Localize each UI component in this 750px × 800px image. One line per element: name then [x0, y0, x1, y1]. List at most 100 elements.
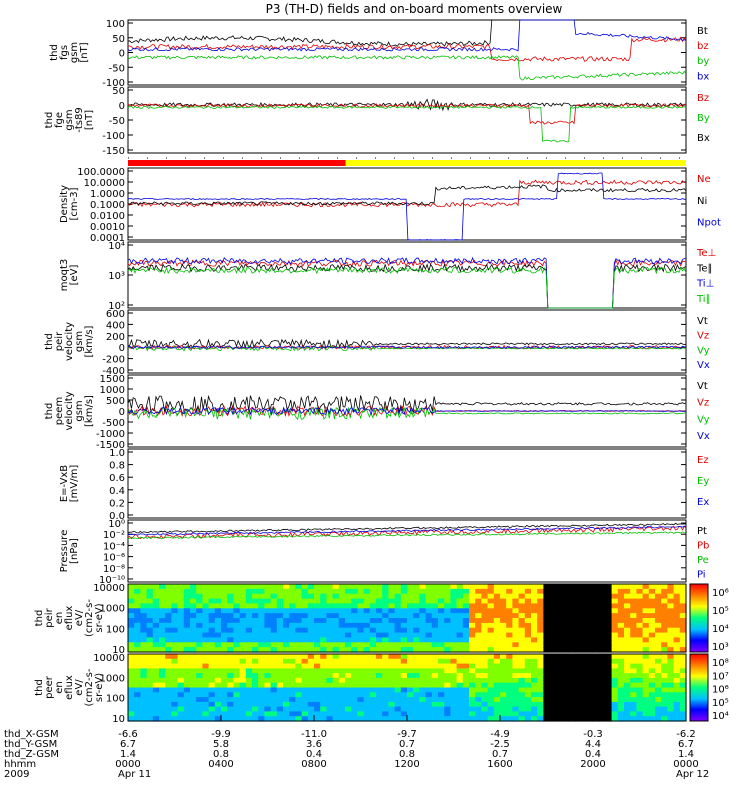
spectrogram-cell	[580, 701, 588, 708]
spectrogram-cell	[338, 608, 346, 614]
spectrogram-cell	[506, 613, 513, 619]
spectrogram-cell	[661, 637, 668, 643]
spectrogram-cell	[221, 658, 228, 665]
spectrogram-cell	[593, 622, 600, 629]
spectrogram-cell	[580, 637, 588, 643]
spectrogram-cell	[555, 701, 563, 708]
spectrogram-cell	[593, 642, 600, 648]
legend-entry: Vx	[697, 360, 710, 371]
spectrogram-cell	[456, 593, 464, 600]
spectrogram-cell	[283, 627, 290, 634]
spectrogram-cell	[444, 647, 451, 653]
spectrogram-cell	[345, 588, 352, 595]
spectrogram-cell	[580, 677, 588, 684]
spectrogram-cell	[338, 682, 346, 689]
spectrogram-cell	[586, 637, 594, 643]
spectrogram-cell	[456, 687, 464, 693]
y-axis-label: Pressure	[59, 530, 70, 573]
spectrogram-cell	[407, 593, 414, 600]
spectrogram-cell	[469, 687, 476, 693]
spectrogram-cell	[642, 627, 650, 634]
spectrogram-cell	[599, 663, 606, 669]
spectrogram-cell	[140, 687, 148, 693]
spectrogram-cell	[351, 647, 358, 653]
spectrogram-cell	[258, 716, 265, 722]
spectrogram-cell	[258, 627, 265, 634]
spectrogram-cell	[295, 593, 303, 600]
spectrogram-cell	[171, 716, 179, 722]
spectrogram-cell	[413, 701, 420, 708]
spectrogram-cell	[661, 658, 668, 665]
spectrogram-cell	[146, 603, 154, 609]
spectrogram-cell	[128, 697, 135, 703]
spectrogram-cell	[624, 642, 631, 648]
spectrogram-cell	[177, 711, 185, 717]
spectrogram-cell	[630, 697, 637, 703]
spectrogram-cell	[177, 677, 185, 684]
spectrogram-cell	[338, 687, 346, 693]
spectrogram-cell	[159, 668, 166, 674]
spectrogram-cell	[636, 598, 644, 605]
series-pt	[127, 522, 687, 534]
ephemeris-value: 3.6	[306, 739, 322, 750]
spectrogram-cell	[549, 692, 557, 698]
spectrogram-cell	[283, 692, 290, 698]
spectrogram-cell	[258, 701, 265, 708]
spectrogram-cell	[593, 716, 600, 722]
spectrogram-cell	[146, 663, 154, 669]
spectrogram-cell	[351, 701, 358, 708]
spectrogram-cell	[332, 618, 340, 624]
spectrogram-cell	[276, 627, 284, 634]
spectrogram-cell	[320, 677, 327, 684]
spectrogram-cell	[605, 637, 613, 643]
spectrogram-cell	[655, 654, 662, 660]
spectrogram-cell	[617, 711, 625, 717]
spectrogram-cell	[301, 658, 309, 665]
spectrogram-cell	[295, 637, 303, 643]
spectrogram-cell	[357, 701, 365, 708]
spectrogram-cell	[431, 706, 439, 712]
spectrogram-cell	[369, 598, 377, 605]
spectrogram-cell	[320, 647, 327, 653]
spectrogram-cell	[425, 613, 433, 619]
colorbar-label: 10⁶	[712, 588, 729, 599]
spectrogram-cell	[636, 647, 644, 653]
spectrogram-cell	[531, 642, 538, 648]
spectrogram-cell	[673, 654, 681, 660]
spectrogram-cell	[326, 654, 334, 660]
spectrogram-cell	[661, 642, 668, 648]
y-tick-label: 100	[106, 19, 125, 30]
spectrogram-cell	[221, 618, 228, 624]
spectrogram-cell	[630, 716, 637, 722]
spectrogram-cell	[531, 593, 538, 600]
spectrogram-cell	[227, 687, 234, 693]
spectrogram-cell	[221, 706, 228, 712]
spectrogram-cell	[283, 603, 290, 609]
spectrogram-cell	[388, 613, 396, 619]
spectrogram-cell	[673, 593, 681, 600]
spectrogram-cell	[388, 654, 396, 660]
spectrogram-cell	[636, 627, 644, 634]
spectrogram-cell	[425, 658, 433, 665]
spectrogram-cell	[382, 711, 389, 717]
spectrogram-cell	[562, 598, 569, 605]
spectrogram-cell	[419, 682, 427, 689]
spectrogram-cell	[140, 706, 148, 712]
spectrogram-cell	[227, 584, 234, 590]
spectrogram-cell	[382, 663, 389, 669]
y-tick-label: -400	[102, 366, 125, 377]
spectrogram-cell	[593, 677, 600, 684]
spectrogram-cell	[599, 687, 606, 693]
spectrogram-cell	[289, 637, 296, 643]
spectrogram-cell	[196, 598, 203, 605]
spectrogram-cell	[320, 706, 327, 712]
spectrogram-cell	[165, 673, 172, 679]
y-tick-label: 10⁻¹⁰	[99, 575, 125, 586]
spectrogram-cell	[394, 598, 402, 605]
spectrogram-cell	[177, 701, 185, 708]
spectrogram-cell	[642, 697, 650, 703]
spectrogram-cell	[214, 593, 222, 600]
spectrogram-cell	[140, 697, 148, 703]
spectrogram-cell	[679, 701, 687, 708]
spectrogram-cell	[338, 706, 346, 712]
